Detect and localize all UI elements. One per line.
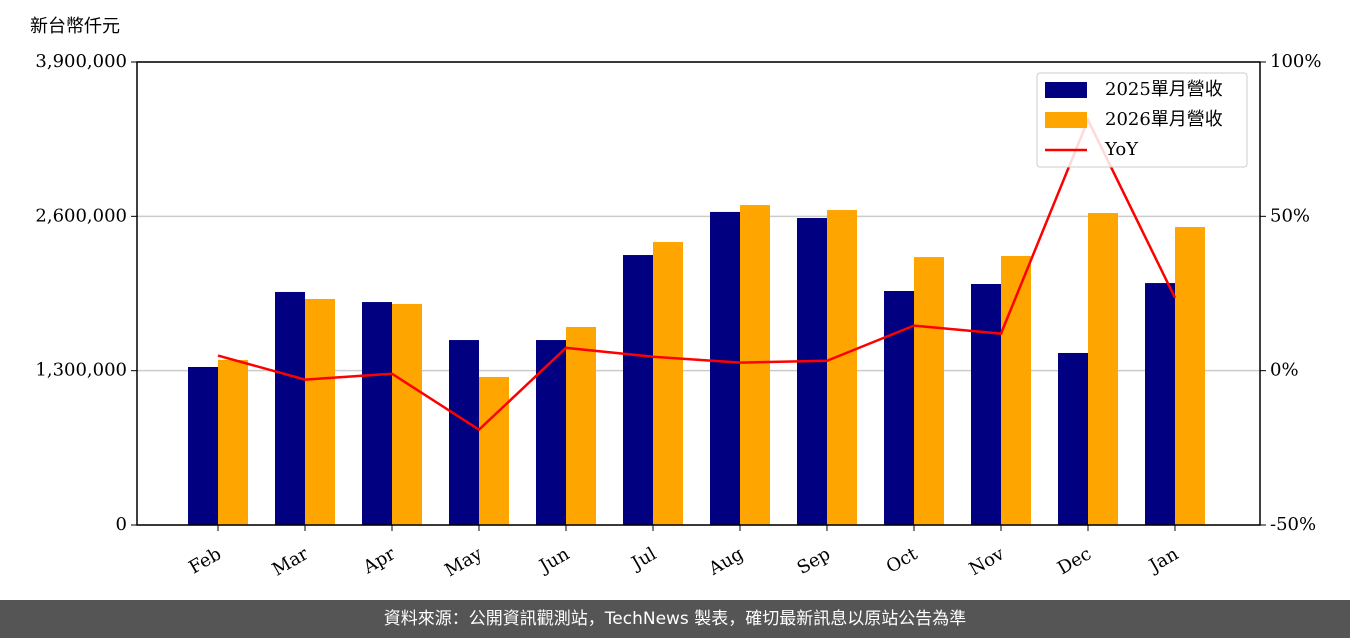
bar (971, 284, 1001, 525)
x-tick-label: Sep (794, 543, 834, 578)
y-axis-label: 新台幣仟元 (30, 16, 120, 37)
legend-box (1036, 72, 1248, 168)
y-tick-label: 1,300,000 (35, 360, 127, 381)
chart: 新台幣仟元 0 1,300,000 2,600,000 3,900,000 -50% 0%… (30, 16, 1321, 581)
legend-label: 2026單月營收 (1105, 109, 1223, 130)
y2-tick-label: 50% (1270, 205, 1310, 226)
bar (1088, 213, 1118, 526)
bar (566, 326, 596, 525)
bar (914, 257, 944, 525)
y2-tick-label: 0% (1270, 360, 1299, 381)
bar (1145, 283, 1175, 525)
x-tick-label: Jan (1144, 543, 1182, 577)
x-tick-label: Dec (1054, 543, 1095, 579)
bar (479, 376, 509, 525)
y-tick-label: 3,900,000 (35, 51, 127, 72)
bar (710, 211, 740, 525)
legend-label: 2025單月營收 (1105, 79, 1223, 100)
y2-tick-label: 100% (1270, 51, 1321, 72)
bar (623, 255, 653, 525)
x-tick-label: Aug (704, 543, 747, 580)
plot-frame (136, 61, 1261, 526)
bar (884, 291, 914, 525)
x-tick-label: Apr (359, 543, 399, 578)
x-tick-label: Jun (534, 543, 573, 578)
x-tick-label: May (441, 543, 486, 581)
x-tick-label: Jul (626, 543, 660, 575)
bar (1058, 352, 1088, 525)
y-tick-label: 2,600,000 (35, 205, 127, 226)
bar (218, 359, 248, 525)
bar (188, 366, 218, 525)
bar (305, 298, 335, 525)
footer: 資料來源：公開資訊觀測站，TechNews 製表，確切最新訊息以原站公告為準 (0, 600, 1350, 638)
bar (1001, 255, 1031, 526)
bar (827, 210, 857, 526)
bar (740, 205, 770, 526)
bar (653, 241, 683, 525)
yoy-line (217, 116, 1177, 432)
legend-label: YoY (1104, 139, 1139, 160)
bar (362, 302, 392, 525)
bar (449, 340, 479, 525)
bar (536, 340, 566, 525)
x-tick-label: Mar (269, 543, 313, 580)
x-tick-label: Feb (185, 543, 225, 578)
bar (392, 303, 422, 525)
legend-swatch (1045, 82, 1087, 98)
bar (1175, 227, 1205, 525)
bar (275, 291, 305, 525)
x-tick-label: Oct (883, 543, 922, 578)
legend-swatch (1045, 112, 1087, 128)
y2-tick-label: -50% (1270, 514, 1316, 535)
x-tick-label: Nov (966, 543, 1009, 580)
y-tick-label: 0 (116, 514, 127, 535)
bar (797, 217, 827, 525)
